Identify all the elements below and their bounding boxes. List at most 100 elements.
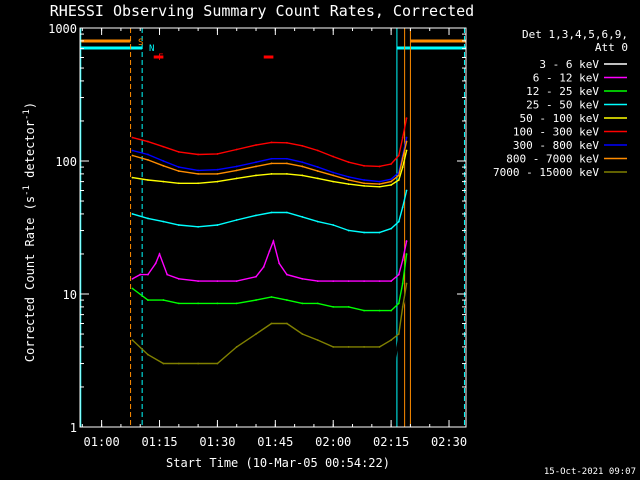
series-8-point-2 [162,362,165,365]
series-0-point-18 [386,373,389,375]
series-7-point-13 [347,179,350,181]
series-2-point-19 [405,253,408,255]
series-0-point-10 [274,333,277,335]
series-line-1 [132,238,408,282]
series-4-point-12 [332,180,335,183]
series-2-point-8 [270,296,273,298]
series-0-point-1 [147,322,149,325]
series-2-point-1 [147,299,149,301]
y-axis-label-sup1: -1 [22,185,32,196]
series-7-point-9 [285,162,288,165]
flag-bars [80,39,466,59]
series-2-point-2 [162,299,165,301]
legend-entry-8: 7000 - 15000 keV [493,166,599,179]
series-6-point-15 [378,180,381,183]
x-tick-label-6: 02:30 [431,435,467,449]
series-8-point-0 [131,339,134,342]
series-4-point-8 [270,172,273,175]
series-3-point-1 [147,217,149,220]
flag-label-saa: S [138,38,143,48]
series-3-point-5 [216,224,219,226]
series-0-point-8 [247,373,250,375]
series-5-point-13 [347,161,350,164]
series-2-point-7 [255,299,257,301]
y-tick-label-0: 1 [70,421,77,435]
series-2-point-3 [177,302,180,305]
series-3-point-4 [197,225,200,228]
series-3-point-19 [405,189,408,192]
series-1-point-10 [255,275,257,278]
series-4-point-14 [363,184,365,187]
series-5-point-9 [285,141,288,144]
series-2-point-13 [347,305,350,308]
series-4-point-9 [285,172,288,175]
series-2-point-0 [131,287,134,290]
y-tick-label-1: 10 [63,288,77,302]
series-1-point-20 [363,280,365,283]
axis-ticks: 01:00 01:15 01:30 01:45 02:00 02:15 02:30 1 10 10… [48,22,467,449]
series-1-point-9 [235,280,238,283]
series-8-point-13 [347,346,350,348]
series-5-point-11 [316,149,319,152]
series-1-point-22 [390,280,393,283]
vertical-markers [80,28,465,427]
x-tick-label-0: 01:00 [84,435,120,449]
series-3-point-9 [285,211,288,214]
series-0-point-17 [378,386,381,388]
x-axis-label: Start Time (10-Mar-05 00:54:22) [166,456,390,470]
series-4-point-6 [235,177,238,180]
series-1-point-13 [272,240,275,242]
series-6-point-2 [162,160,165,162]
series-6-point-12 [332,171,335,174]
series-1-point-25 [405,240,408,242]
series-0-point-2 [158,305,161,308]
series-8-point-5 [216,362,219,365]
series-0-point-16 [363,373,365,375]
legend-header-line2: Att 0 [595,41,628,54]
legend-entry-1: 6 - 12 keV [533,72,600,85]
series-2-point-5 [216,302,219,305]
series-0-point-7 [231,373,234,375]
series-5-point-17 [397,154,400,157]
series-4-point-10 [301,174,304,177]
series-7-point-11 [316,170,319,172]
flag-label-flare: F [158,53,163,63]
series-7-point-18 [401,157,404,160]
series-6-point-16 [390,178,393,181]
series-3-point-15 [378,231,381,234]
series-7-point-12 [332,174,335,177]
series-5-point-6 [235,148,238,151]
series-7-point-5 [216,172,219,175]
series-8-point-6 [235,346,238,348]
series-7-point-19 [405,140,408,143]
series-4-point-7 [255,174,257,177]
series-5-point-19 [405,117,408,120]
series-8-point-1 [147,353,149,356]
chart-title: RHESSI Observing Summary Count Rates, Co… [50,2,474,20]
series-7-point-8 [270,162,273,165]
series-5-point-12 [332,155,335,158]
legend-entry-5: 100 - 300 keV [513,126,599,139]
x-tick-label-3: 01:45 [257,435,293,449]
series-line-3 [132,190,408,234]
series-0-point-5 [201,373,203,375]
legend-entry-7: 800 - 7000 keV [506,153,599,166]
series-2-point-6 [235,302,238,305]
series-8-point-4 [197,362,200,365]
legend-header-line1: Det 1,3,4,5,6,9, [522,28,628,41]
series-2-point-11 [316,302,319,305]
series-6-point-3 [177,166,180,168]
series-6-point-7 [255,161,257,164]
series-8-point-14 [363,346,365,348]
series-3-point-12 [332,224,335,226]
series-8-point-11 [316,339,319,342]
series-7-point-7 [255,165,257,168]
series-5-point-0 [131,136,134,139]
series-6-point-11 [316,166,319,168]
series-7-point-0 [131,154,134,157]
series-6-point-19 [405,136,408,139]
series-6-point-10 [301,161,304,164]
series-0-point-9 [262,362,265,365]
series-8-point-10 [301,333,304,335]
